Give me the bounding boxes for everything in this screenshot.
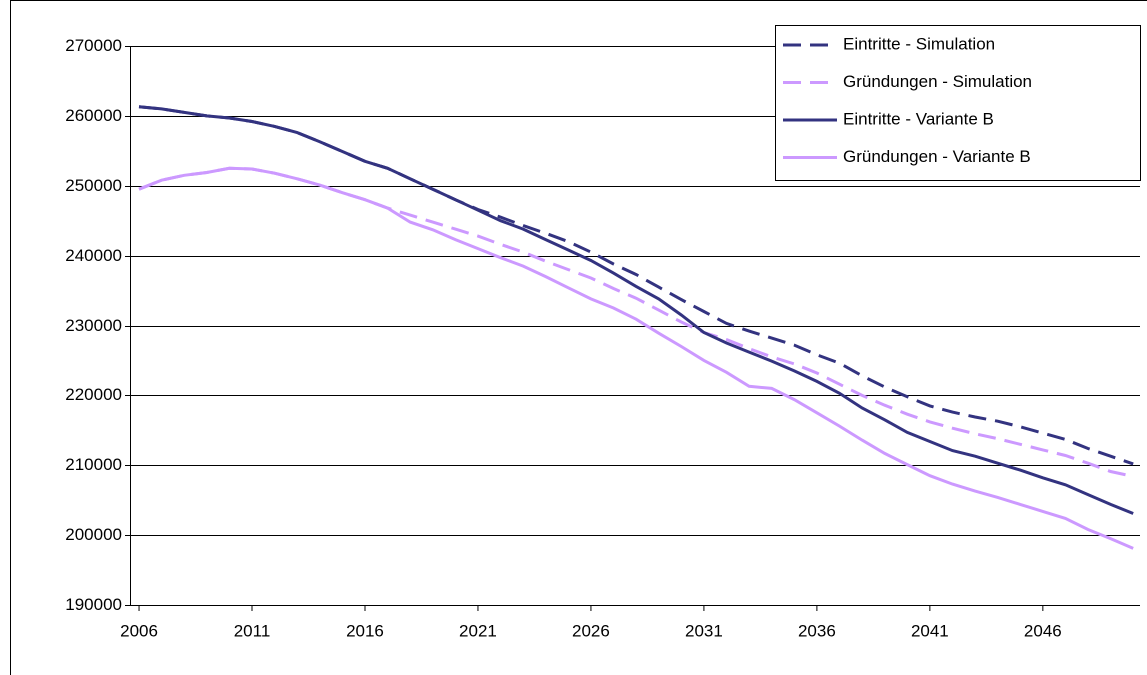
x-tick-label: 2031	[685, 621, 723, 640]
y-tick-label: 270000	[65, 36, 122, 55]
y-tick-label: 200000	[65, 525, 122, 544]
x-tick-label: 2026	[572, 621, 610, 640]
x-tick-label: 2041	[911, 621, 949, 640]
legend-label: Gründungen - Variante B	[843, 147, 1031, 166]
series-line	[138, 105, 1134, 515]
series-line	[138, 166, 1134, 550]
x-tick-label: 2036	[798, 621, 836, 640]
x-tick-label: 2021	[459, 621, 497, 640]
y-tick-label: 250000	[65, 176, 122, 195]
series-line	[138, 166, 1134, 478]
x-tick-label: 2016	[346, 621, 384, 640]
x-tick-label: 2046	[1024, 621, 1062, 640]
legend-box	[775, 25, 1141, 181]
x-tick-label: 2011	[234, 621, 271, 640]
y-tick-label: 240000	[65, 246, 122, 265]
y-tick-label: 260000	[65, 106, 122, 125]
y-tick-label: 190000	[65, 595, 122, 614]
y-tick-label: 230000	[65, 316, 122, 335]
legend-label: Eintritte - Simulation	[843, 34, 995, 53]
legend-label: Eintritte - Variante B	[843, 109, 994, 128]
y-tick-label: 220000	[65, 385, 122, 404]
x-tick-label: 2006	[120, 621, 158, 640]
y-tick-label: 210000	[65, 455, 122, 474]
legend-label: Gründungen - Simulation	[843, 72, 1032, 91]
